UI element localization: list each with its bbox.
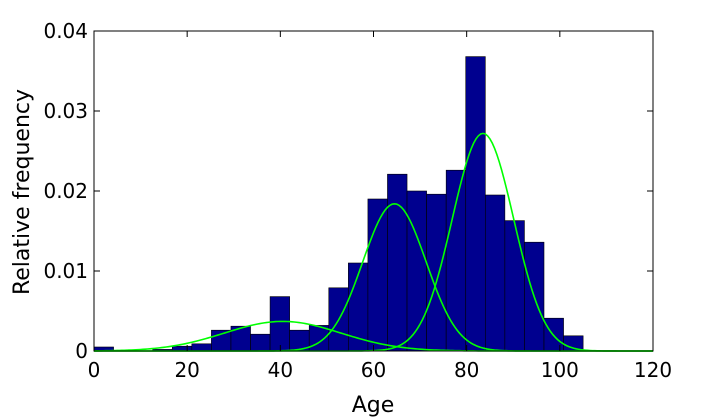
histogram-bar xyxy=(250,333,271,352)
histogram-bar xyxy=(504,220,525,352)
x-tick-label: 120 xyxy=(634,358,672,382)
x-axis-ticks: 0 20 40 60 80 100 120 xyxy=(88,31,672,382)
x-tick-label: 20 xyxy=(174,358,199,382)
y-tick-label: 0.03 xyxy=(43,99,88,123)
y-tick-label: 0.04 xyxy=(43,19,88,43)
histogram-bar xyxy=(191,343,212,352)
y-axis-label: Relative frequency xyxy=(10,89,35,295)
x-tick-label: 60 xyxy=(361,358,386,382)
x-tick-label: 80 xyxy=(454,358,479,382)
histogram-bar xyxy=(269,296,290,352)
x-tick-label: 40 xyxy=(268,358,293,382)
x-axis-label: Age xyxy=(352,393,395,418)
y-tick-label: 0 xyxy=(75,339,88,363)
histogram-bar xyxy=(445,169,467,352)
y-tick-label: 0.01 xyxy=(43,259,88,283)
x-tick-label: 100 xyxy=(541,358,579,382)
x-tick-label: 0 xyxy=(88,358,101,382)
y-axis-ticks: 0 0.01 0.02 0.03 0.04 xyxy=(43,19,653,363)
histogram-bar xyxy=(387,173,408,352)
histogram-bar xyxy=(484,194,506,352)
y-tick-label: 0.02 xyxy=(43,179,88,203)
histogram-bar xyxy=(406,190,427,352)
histogram-bar xyxy=(465,56,486,352)
